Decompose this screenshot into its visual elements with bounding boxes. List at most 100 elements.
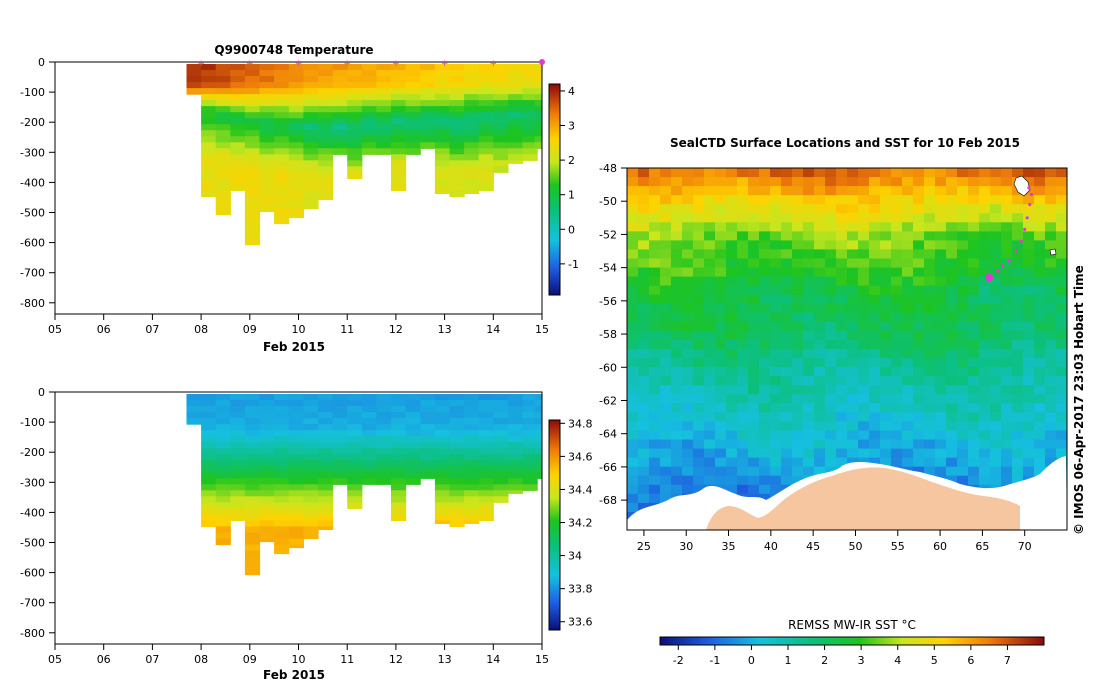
sst-cell	[715, 312, 727, 323]
sst-cell	[836, 258, 848, 269]
sst-cell	[759, 195, 771, 205]
sst-cell	[858, 430, 870, 441]
salinity-cell	[244, 568, 261, 576]
temperature-cell	[288, 190, 304, 197]
salinity-cell	[478, 484, 494, 491]
sst-cell	[1034, 276, 1046, 287]
sst-cell	[1045, 412, 1057, 423]
sst-cell	[935, 457, 947, 468]
temperature-cell	[361, 148, 377, 155]
temperature-cell	[186, 88, 202, 95]
salinity-cell	[391, 508, 407, 515]
sst-cell	[638, 376, 650, 386]
sst-cell	[902, 168, 914, 178]
salinity-cell	[493, 472, 509, 479]
temperature-cell	[244, 184, 261, 191]
salinity-cell	[332, 430, 348, 437]
sst-cell	[902, 312, 914, 323]
temperature-cell	[507, 106, 524, 113]
temperature-cell	[449, 94, 465, 101]
sst-cell	[968, 294, 980, 305]
sst-cell	[803, 195, 815, 205]
sst-cell	[792, 349, 804, 359]
sst-cell	[1001, 204, 1013, 214]
temperature-cell	[230, 142, 246, 149]
sst-cell	[968, 267, 980, 278]
sst-cell	[704, 240, 716, 251]
sst-cell	[1023, 195, 1035, 205]
sst-cell	[1034, 321, 1046, 332]
sst-cell	[946, 421, 958, 432]
salinity-cell	[464, 424, 480, 431]
temperature-cell	[303, 106, 319, 113]
temperature-cell	[201, 94, 217, 101]
temperature-cell	[318, 118, 334, 125]
salinity-cell	[274, 550, 290, 555]
salinity-cell	[288, 478, 304, 485]
sst-cell	[638, 484, 650, 495]
sst-cell	[1012, 312, 1024, 323]
sst-cell	[869, 231, 881, 242]
sst-cell	[627, 267, 639, 278]
sst-cell	[935, 394, 947, 404]
salinity-cell	[215, 490, 231, 497]
sst-cell	[836, 457, 848, 468]
sst-cell	[935, 177, 947, 187]
salinity-cell	[201, 430, 217, 437]
salinity-cell	[288, 436, 304, 443]
salinity-cell	[259, 430, 275, 437]
sst-cell	[825, 195, 837, 205]
sst-cell	[693, 249, 705, 260]
sst-cell	[1045, 448, 1057, 459]
sst-cell	[814, 448, 826, 459]
temperature-cell	[259, 142, 275, 149]
salinity-cell	[318, 490, 334, 497]
sst-cell	[979, 376, 991, 386]
salinity-cell	[244, 424, 261, 431]
salinity-cell	[201, 424, 217, 431]
sst-cell	[726, 358, 738, 368]
sst-cell	[748, 177, 760, 187]
sst-cell	[704, 466, 716, 477]
sst-cell	[1034, 258, 1046, 269]
sst-cell	[682, 195, 694, 205]
salinity-cell	[215, 442, 231, 449]
sst-cell	[682, 204, 694, 214]
salinity-cell	[244, 562, 261, 570]
sst-cell	[1023, 249, 1035, 260]
sst-cell	[638, 385, 650, 395]
sst-cell	[759, 430, 771, 441]
salinity-cell	[244, 406, 261, 413]
sst-cell	[946, 403, 958, 413]
map-y-tick-label: -66	[599, 461, 617, 474]
sst-cell	[825, 177, 837, 187]
temperature-cell	[405, 124, 421, 131]
sst-cell	[957, 294, 969, 305]
sst-colorbar-tick-label: 2	[821, 654, 828, 667]
sst-cell	[924, 358, 936, 368]
x-tick-label: 07	[145, 323, 159, 336]
salinity-cell	[347, 502, 363, 509]
temperature-cell	[244, 190, 261, 197]
salinity-cell	[259, 514, 275, 521]
sst-cell	[726, 195, 738, 205]
salinity-cell	[434, 484, 451, 491]
sst-cell	[682, 430, 694, 441]
sst-cell	[704, 457, 716, 468]
sst-cell	[748, 421, 760, 432]
sst-cell	[803, 222, 815, 232]
sst-cell	[671, 222, 683, 232]
sst-cell	[979, 321, 991, 332]
sst-cell	[946, 249, 958, 260]
sst-cell	[682, 358, 694, 368]
temperature-cell	[215, 64, 231, 71]
map-y-tick-label: -52	[599, 228, 617, 241]
salinity-cell	[201, 448, 217, 455]
sst-cell	[1034, 249, 1046, 260]
salinity-cell	[434, 490, 451, 497]
sst-cell	[737, 240, 749, 251]
sst-cell	[748, 249, 760, 260]
sst-cell	[803, 421, 815, 432]
salinity-cell	[434, 442, 451, 449]
sst-cell	[770, 312, 782, 323]
